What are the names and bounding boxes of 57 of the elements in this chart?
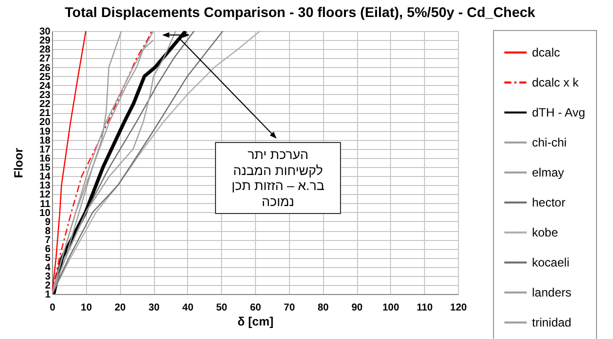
x-tick-label: 40	[182, 302, 194, 314]
x-tick-label: 60	[250, 302, 262, 314]
chart-title: Total Displacements Comparison - 30 floors (Eilat), 5%/50y - Cd_Check	[64, 4, 536, 20]
y-tick-label: 8	[44, 226, 51, 238]
y-tick-label: 23	[39, 90, 51, 101]
y-tick-label: 14	[39, 172, 51, 183]
y-tick-label: 22	[39, 99, 51, 110]
legend-label: dcalc x k	[532, 76, 580, 90]
y-tick-label: 28	[39, 44, 51, 56]
y-tick-label: 2	[44, 280, 51, 292]
legend-label: hector	[532, 196, 566, 210]
y-tick-label: 26	[39, 62, 51, 74]
x-tick-label: 100	[382, 302, 400, 314]
y-tick-label: 6	[44, 244, 51, 256]
annotation: הערכת יתר לקשיחות המבנה בר.א – הזזות תכן נמוכה	[215, 142, 341, 214]
y-tick-label: 7	[44, 235, 51, 246]
x-tick-label: 30	[148, 302, 160, 314]
x-tick-label: 50	[216, 302, 228, 314]
y-tick-label: 3	[44, 271, 51, 282]
y-tick-label: 27	[39, 54, 51, 65]
legend-label: elmay	[532, 166, 564, 180]
x-tick-label: 20	[114, 302, 126, 314]
y-tick-label: 17	[39, 144, 51, 156]
y-tick-label: 18	[39, 135, 51, 146]
y-axis-title: Floor	[11, 148, 26, 178]
y-tick-label: 20	[39, 117, 51, 128]
y-tick-label: 30	[39, 26, 51, 38]
x-tick-label: 80	[318, 302, 330, 314]
y-tick-label: 5	[44, 253, 51, 264]
y-tick-label: 24	[39, 80, 51, 92]
legend-label: chi-chi	[532, 136, 567, 150]
y-tick-label: 10	[39, 208, 51, 219]
legend-label: kocaeli	[532, 256, 570, 270]
y-tick-label: 19	[39, 126, 51, 138]
legend-label: landers	[532, 286, 572, 300]
x-tick-label: 0	[50, 302, 56, 314]
x-tick-label: 90	[351, 302, 363, 314]
legend-label: kobe	[532, 226, 558, 240]
y-tick-label: 25	[39, 72, 51, 83]
y-tick-label: 11	[40, 198, 51, 210]
y-tick-label: 1	[44, 290, 51, 300]
legend-label: dcalc	[532, 46, 560, 60]
x-axis-title: δ [cm]	[238, 314, 274, 328]
x-tick-label: 120	[450, 302, 468, 314]
x-tick-label: 70	[284, 302, 296, 314]
y-tick-label: 29	[39, 36, 51, 47]
y-tick-label: 12	[39, 190, 51, 201]
legend-label: trinidad	[532, 316, 572, 330]
y-tick-label: 13	[39, 180, 51, 192]
x-tick-label: 10	[80, 302, 92, 314]
y-tick-label: 21	[39, 108, 51, 120]
y-tick-label: 9	[44, 216, 51, 228]
legend-label: dTH - Avg	[532, 106, 586, 120]
y-tick-label: 16	[39, 153, 51, 164]
x-tick-label: 110	[416, 302, 434, 314]
y-tick-label: 4	[44, 262, 51, 274]
y-tick-label: 15	[39, 162, 51, 174]
